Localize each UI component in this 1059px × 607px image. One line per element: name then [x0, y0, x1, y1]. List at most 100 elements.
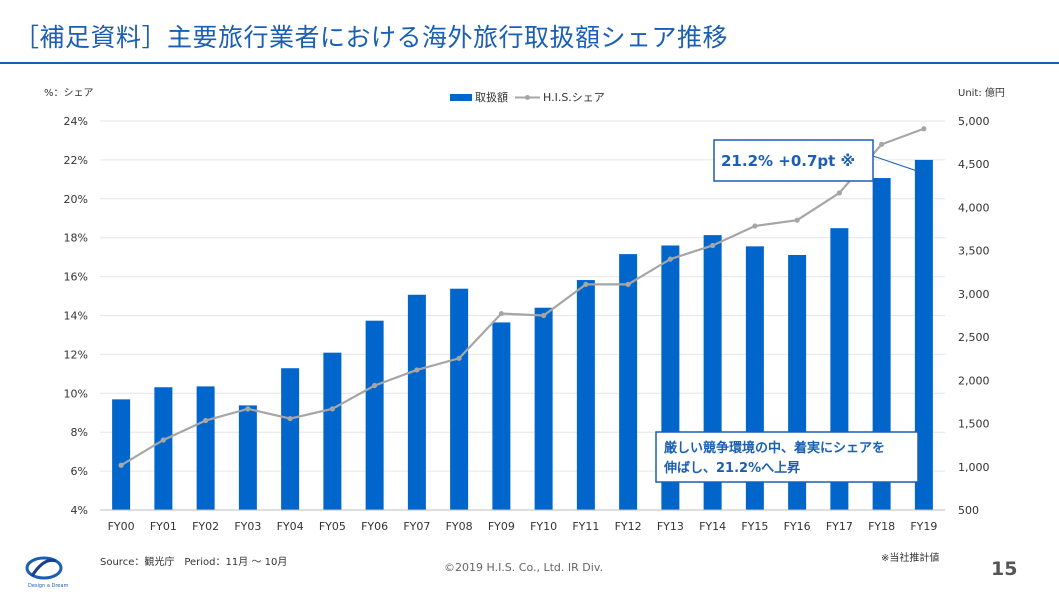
bar [365, 320, 384, 510]
company-logo: Design a Dream [25, 556, 68, 589]
footer-copyright: ©2019 H.I.S. Co., Ltd. IR Div. [444, 561, 603, 574]
x-tick-label: FY08 [446, 520, 473, 533]
bar [872, 178, 891, 510]
title-divider [0, 62, 1059, 64]
bar [238, 405, 257, 510]
left-tick-label: 18% [64, 232, 88, 245]
share-point [245, 406, 251, 412]
right-tick-label: 3,000 [958, 288, 990, 301]
share-point [836, 190, 842, 196]
share-point [414, 367, 420, 373]
share-point [118, 462, 124, 468]
right-tick-label: 4,500 [958, 158, 990, 171]
bar [914, 159, 933, 510]
legend-label-line: H.I.S.シェア [543, 91, 605, 104]
page-title: ［補足資料］主要旅行業者における海外旅行取扱額シェア推移 [14, 23, 729, 52]
bar [196, 386, 215, 510]
share-point [625, 281, 631, 287]
right-tick-label: 500 [958, 504, 979, 517]
footer-source: Source：観光庁 Period：11月 ～ 10月 [100, 557, 288, 568]
left-axis-title: %：シェア [44, 88, 94, 99]
logo-text: Design a Dream [28, 583, 68, 589]
right-tick-label: 2,000 [958, 374, 990, 387]
page-number: 15 [991, 558, 1018, 580]
bar [112, 399, 131, 510]
share-point [794, 217, 800, 223]
x-tick-label: FY14 [699, 520, 726, 533]
bar [534, 307, 553, 510]
share-chart: 4% 6% 8% 10% 12% 14% 16% 18% 20% 22% 24% 500 1,000 1,… [44, 86, 1005, 533]
left-tick-label: 6% [71, 465, 88, 478]
share-line [120, 127, 925, 467]
share-point [752, 223, 758, 229]
share-point [287, 415, 293, 422]
left-tick-label: 22% [64, 154, 88, 167]
summary-line-2: 伸ばし、21.2%へ上昇 [663, 460, 800, 476]
share-point [879, 141, 885, 147]
bar [154, 387, 173, 510]
bar [619, 254, 638, 510]
summary-line-1: 厳しい競争環境の中、着実にシェアを [664, 440, 885, 456]
axes: 4% 6% 8% 10% 12% 14% 16% 18% 20% 22% 24% 500 1,000 1,… [64, 115, 990, 533]
callout-latest-share: 21.2% +0.7pt ※ [713, 139, 927, 182]
bar [492, 322, 511, 510]
legend-swatch-bar [450, 94, 472, 101]
legend: 取扱額 H.I.S.シェア [450, 90, 605, 104]
left-tick-label: 14% [64, 310, 88, 323]
right-tick-label: 4,000 [958, 201, 990, 214]
bar [281, 368, 300, 510]
right-tick-label: 2,500 [958, 331, 990, 344]
share-point [329, 406, 335, 412]
x-tick-label: FY07 [403, 520, 430, 533]
share-point [583, 281, 589, 287]
share-point [372, 382, 378, 389]
line-series [118, 126, 927, 468]
x-tick-label: FY01 [150, 520, 177, 533]
share-point [160, 437, 166, 443]
summary-box [655, 431, 919, 483]
share-point [710, 242, 716, 249]
legend-label-bar: 取扱額 [475, 90, 508, 104]
x-tick-label: FY17 [826, 520, 853, 533]
share-point [456, 355, 462, 361]
bar [407, 294, 426, 510]
x-tick-label: FY10 [530, 520, 557, 533]
left-tick-label: 8% [71, 426, 88, 439]
x-tick-label: FY00 [108, 520, 135, 533]
share-point [921, 126, 927, 132]
x-tick-label: FY04 [277, 520, 304, 533]
right-tick-label: 3,500 [958, 245, 990, 258]
bar [450, 288, 469, 510]
share-point [203, 417, 209, 424]
right-tick-label: 1,000 [958, 461, 990, 474]
share-point [541, 312, 547, 319]
x-tick-label: FY19 [910, 520, 937, 533]
x-tick-label: FY03 [234, 520, 261, 533]
left-tick-label: 16% [64, 271, 88, 284]
share-point [498, 310, 504, 317]
legend-swatch-marker [525, 95, 530, 100]
x-tick-label: FY15 [741, 520, 768, 533]
callout-text: 21.2% +0.7pt ※ [721, 152, 855, 170]
x-tick-label: FY06 [361, 520, 388, 533]
x-tick-label: FY11 [572, 520, 599, 533]
callout-leader-line [872, 155, 927, 175]
left-tick-label: 24% [64, 115, 88, 128]
share-point [667, 256, 673, 262]
x-tick-label: FY02 [192, 520, 219, 533]
right-axis-title: Unit: 億円 [958, 86, 1005, 99]
left-tick-label: 10% [64, 387, 88, 400]
x-tick-label: FY05 [319, 520, 346, 533]
bar [323, 352, 342, 510]
callout-summary: 厳しい競争環境の中、着実にシェアを 伸ばし、21.2%へ上昇 [655, 431, 919, 483]
callout-box [713, 139, 874, 182]
x-tick-label: FY18 [868, 520, 895, 533]
right-tick-label: 1,500 [958, 418, 990, 431]
footer-note: ※当社推計値 [881, 553, 940, 564]
x-tick-label: FY12 [615, 520, 642, 533]
left-tick-label: 20% [64, 193, 88, 206]
left-tick-label: 12% [64, 348, 88, 361]
left-tick-label: 4% [71, 504, 88, 517]
right-tick-label: 5,000 [958, 115, 990, 128]
x-tick-label: FY09 [488, 520, 515, 533]
